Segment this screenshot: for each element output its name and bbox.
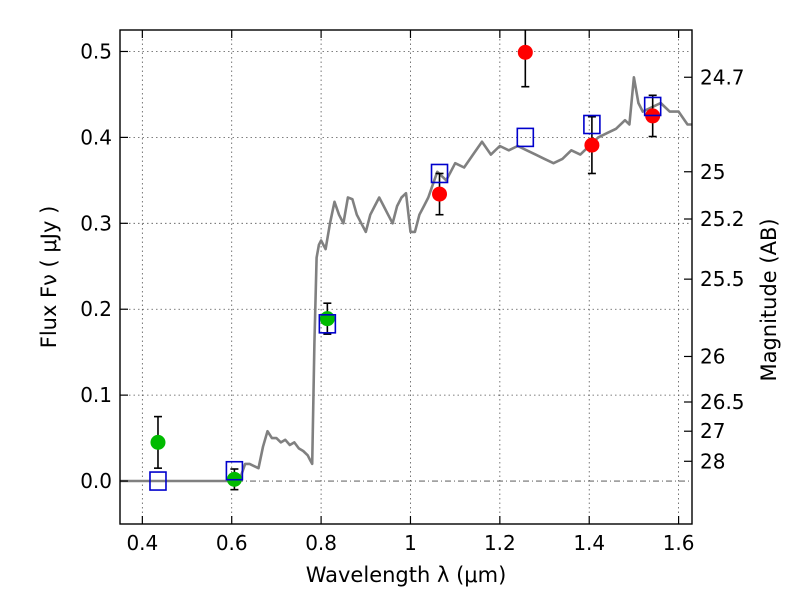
model-square-marker [430, 163, 449, 184]
mag-tick-label: 24.7 [700, 65, 745, 89]
x-tick-label: 1.6 [663, 531, 695, 555]
model-square-marker [318, 314, 337, 334]
y-axis-title: Flux Fν ( μJy ) [37, 206, 61, 349]
x-tick-label: 0.8 [305, 531, 337, 555]
mag-tick-label: 28 [700, 449, 725, 473]
mag-tick-label: 25 [700, 160, 725, 184]
model-square-marker [643, 96, 662, 117]
mag-tick-label: 26 [700, 344, 725, 368]
x-tick-label: 0.6 [216, 531, 248, 555]
ticks-layer: 0.4 0.6 0.8 1 1.2 1.4 1.6 0.0 0.1 0.2 0.3 0.4 0.5 24.… [80, 30, 745, 555]
x-tick-label: 0.4 [126, 531, 158, 555]
model-square-marker [583, 114, 601, 135]
red-flux-point [432, 186, 448, 202]
x-tick-label: 1.4 [573, 531, 605, 555]
mag-tick-label: 27 [700, 419, 725, 443]
x-axis-title: Wavelength λ (μm) [306, 563, 507, 587]
y-tick-label: 0.0 [80, 469, 112, 493]
model-square-marker [225, 460, 244, 481]
model-square-marker [149, 471, 167, 491]
red-flux-point [517, 44, 533, 60]
y-tick-label: 0.4 [80, 125, 112, 149]
mag-tick-label: 26.5 [700, 390, 745, 414]
x-tick-label: 1 [404, 531, 417, 555]
mag-tick-label: 25.5 [700, 267, 745, 291]
y-tick-label: 0.3 [80, 211, 112, 235]
y2-axis-title: Magnitude (AB) [757, 218, 781, 381]
y-tick-label: 0.1 [80, 383, 112, 407]
mag-tick-label: 25.2 [700, 207, 745, 231]
x-tick-label: 1.2 [484, 531, 516, 555]
green-flux-point [319, 311, 335, 327]
y-tick-label: 0.5 [80, 39, 112, 63]
plot-frame [119, 29, 693, 525]
data-points-layer [149, 30, 662, 491]
red-flux-point [584, 137, 600, 153]
green-flux-point [150, 434, 166, 450]
y-tick-label: 0.2 [80, 297, 112, 321]
model-square-marker [516, 127, 535, 148]
